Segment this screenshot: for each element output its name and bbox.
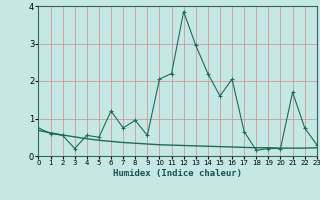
X-axis label: Humidex (Indice chaleur): Humidex (Indice chaleur)	[113, 169, 242, 178]
